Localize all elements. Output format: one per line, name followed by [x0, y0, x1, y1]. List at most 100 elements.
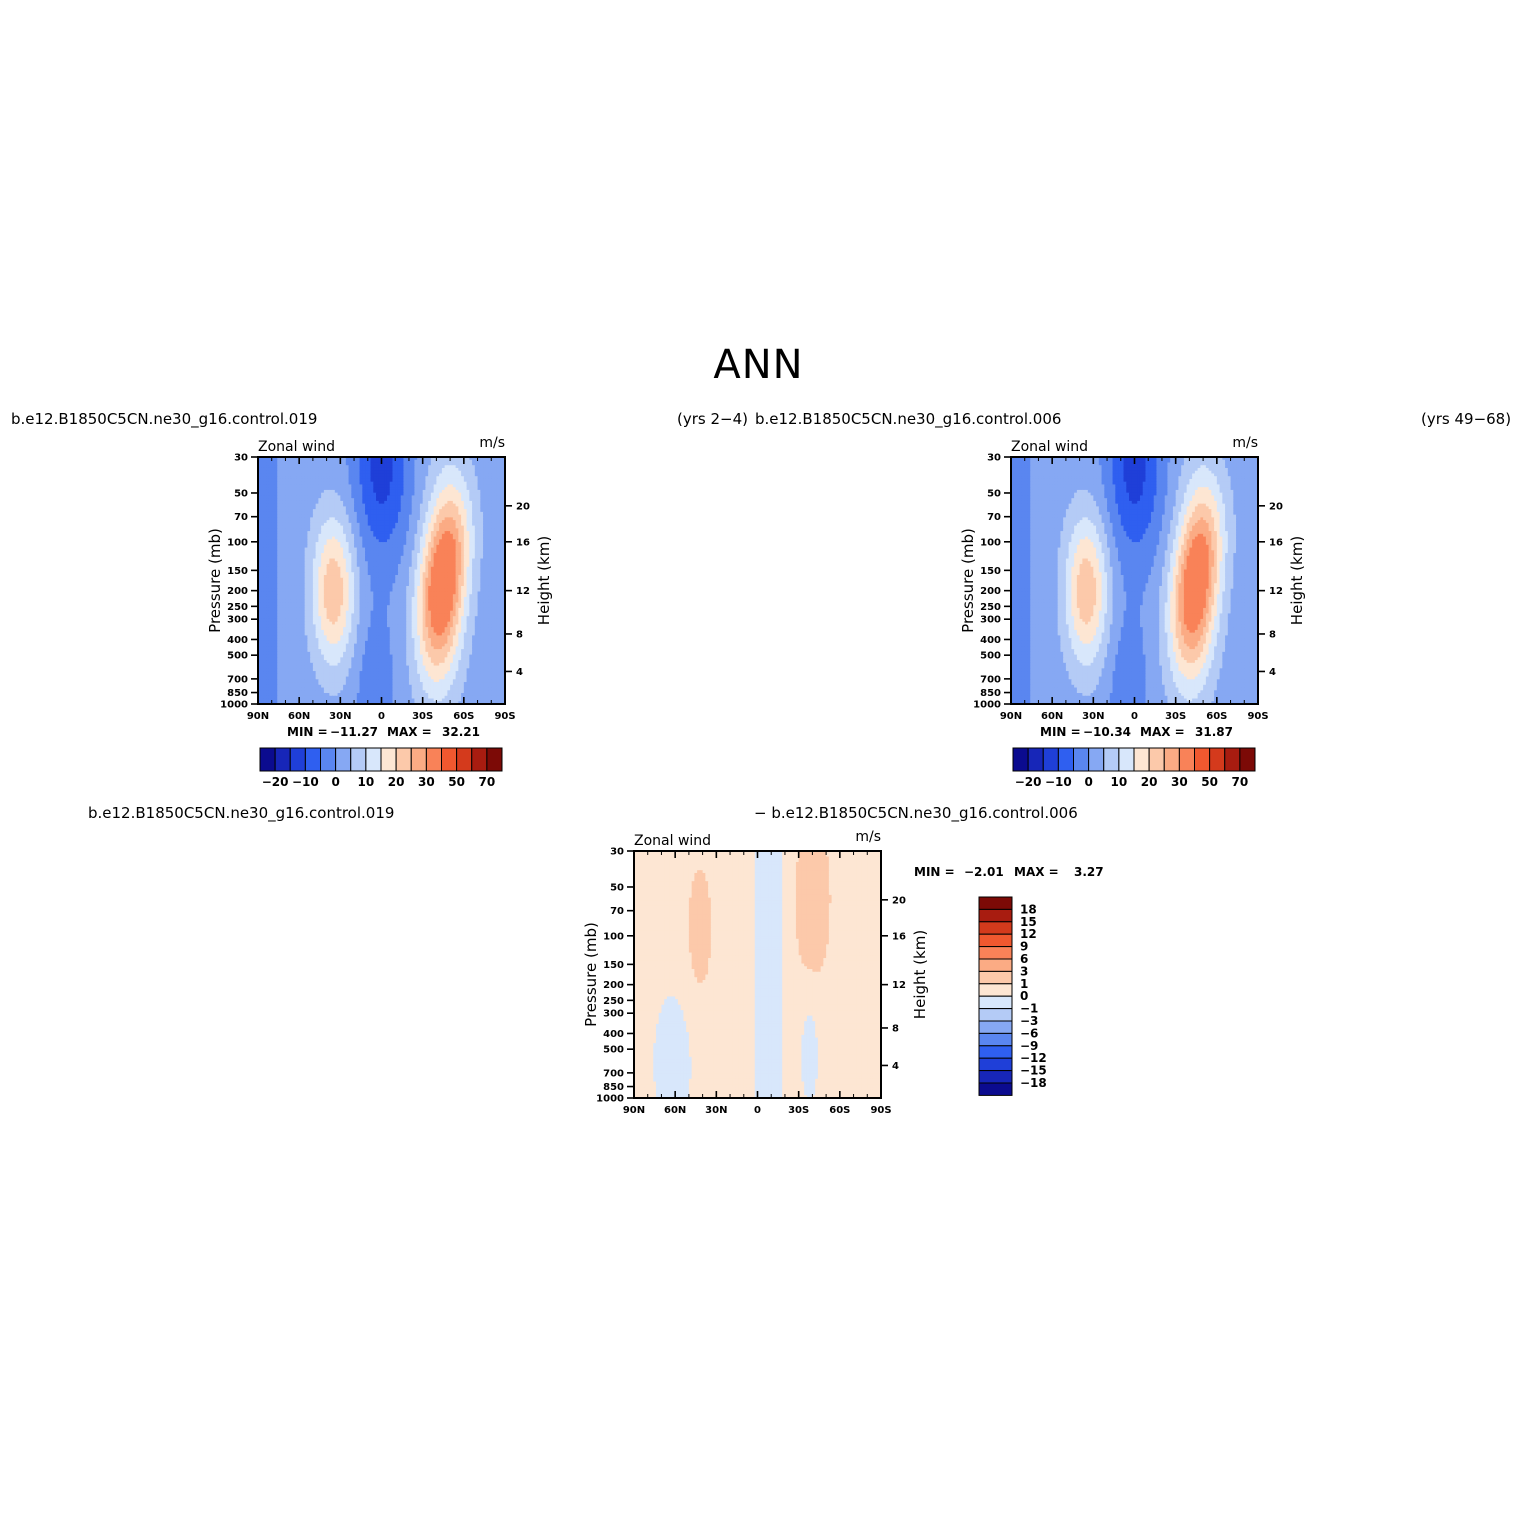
- contour-cell: [444, 564, 448, 568]
- contour-cell: [266, 558, 270, 562]
- contour-cell: [485, 495, 490, 499]
- contour-cell: [321, 566, 325, 571]
- contour-cell: [348, 533, 352, 538]
- contour-cell: [458, 498, 462, 502]
- contour-cell: [485, 465, 490, 469]
- contour-cell: [376, 470, 380, 475]
- contour-cell: [365, 470, 369, 475]
- contour-cell: [406, 580, 410, 584]
- contour-cell: [485, 467, 490, 472]
- contour-cell: [312, 473, 317, 477]
- contour-cell: [463, 476, 468, 480]
- contour-cell: [477, 473, 481, 477]
- contour-cell: [452, 577, 457, 582]
- contour-cell: [376, 459, 380, 464]
- contour-cell: [491, 544, 495, 549]
- contour-cell: [365, 492, 369, 497]
- contour-cell: [472, 522, 476, 527]
- contour-cell: [466, 489, 470, 494]
- contour-cell: [334, 594, 339, 598]
- contour-cell: [271, 569, 276, 573]
- contour-cell: [268, 550, 273, 554]
- contour-cell: [266, 580, 270, 584]
- contour-cell: [397, 467, 402, 472]
- contour-cell: [348, 520, 352, 524]
- contour-cell: [304, 539, 308, 543]
- contour-cell: [321, 476, 325, 480]
- contour-cell: [285, 594, 289, 598]
- contour-cell: [279, 520, 284, 524]
- contour-cell: [290, 495, 295, 499]
- contour-cell: [502, 489, 506, 494]
- contour-cell: [441, 533, 446, 538]
- contour-cell: [337, 459, 341, 464]
- contour-cell: [417, 585, 421, 590]
- contour-cell: [403, 487, 407, 491]
- contour-cell: [356, 566, 361, 571]
- contour-cell: [337, 509, 341, 513]
- contour-cell: [359, 547, 363, 551]
- contour-cell: [472, 525, 476, 529]
- contour-cell: [411, 467, 416, 472]
- contour-cell: [395, 484, 399, 488]
- contour-cell: [334, 498, 339, 502]
- contour-cell: [444, 514, 448, 518]
- contour-cell: [293, 583, 298, 587]
- contour-cell: [419, 569, 424, 573]
- contour-cell: [469, 594, 473, 598]
- contour-cell: [439, 457, 443, 461]
- contour-cell: [258, 528, 262, 532]
- contour-cell: [381, 487, 385, 491]
- contour-cell: [343, 547, 347, 551]
- contour-cell: [337, 522, 341, 527]
- contour-cell: [318, 553, 322, 557]
- contour-cell: [337, 580, 341, 584]
- contour-cell: [502, 561, 506, 565]
- contour-cell: [433, 476, 437, 480]
- contour-cell: [263, 596, 267, 601]
- contour-cell: [400, 539, 405, 543]
- contour-cell: [444, 555, 448, 560]
- contour-cell: [285, 467, 289, 472]
- contour-cell: [463, 489, 468, 494]
- contour-cell: [288, 558, 292, 562]
- contour-cell: [499, 506, 503, 510]
- contour-cell: [485, 553, 490, 557]
- contour-cell: [260, 602, 265, 606]
- contour-cell: [411, 522, 416, 527]
- contour-cell: [359, 514, 363, 518]
- contour-cell: [403, 517, 407, 521]
- contour-cell: [288, 531, 292, 535]
- contour-cell: [381, 467, 385, 472]
- contour-cell: [461, 558, 465, 562]
- contour-cell: [436, 500, 440, 505]
- contour-cell: [392, 583, 396, 587]
- contour-cell: [260, 470, 265, 475]
- contour-cell: [334, 520, 339, 524]
- contour-cell: [348, 591, 352, 595]
- contour-cell: [318, 596, 322, 601]
- contour-cell: [282, 577, 287, 582]
- contour-cell: [376, 585, 380, 590]
- contour-cell: [485, 473, 490, 477]
- contour-cell: [348, 506, 352, 510]
- contour-cell: [491, 457, 495, 461]
- contour-cell: [469, 473, 473, 477]
- contour-cell: [417, 580, 421, 584]
- contour-cell: [469, 509, 473, 513]
- contour-cell: [266, 588, 270, 593]
- contour-cell: [389, 506, 394, 510]
- contour-cell: [318, 506, 322, 510]
- contour-cell: [378, 478, 383, 483]
- contour-cell: [263, 525, 267, 529]
- contour-cell: [268, 577, 273, 582]
- contour-cell: [310, 588, 314, 593]
- contour-cell: [258, 531, 262, 535]
- contour-cell: [439, 531, 443, 535]
- contour-cell: [425, 520, 429, 524]
- contour-cell: [461, 492, 465, 497]
- contour-cell: [307, 564, 311, 568]
- contour-cell: [293, 575, 298, 579]
- contour-cell: [318, 536, 322, 540]
- contour-cell: [365, 583, 369, 587]
